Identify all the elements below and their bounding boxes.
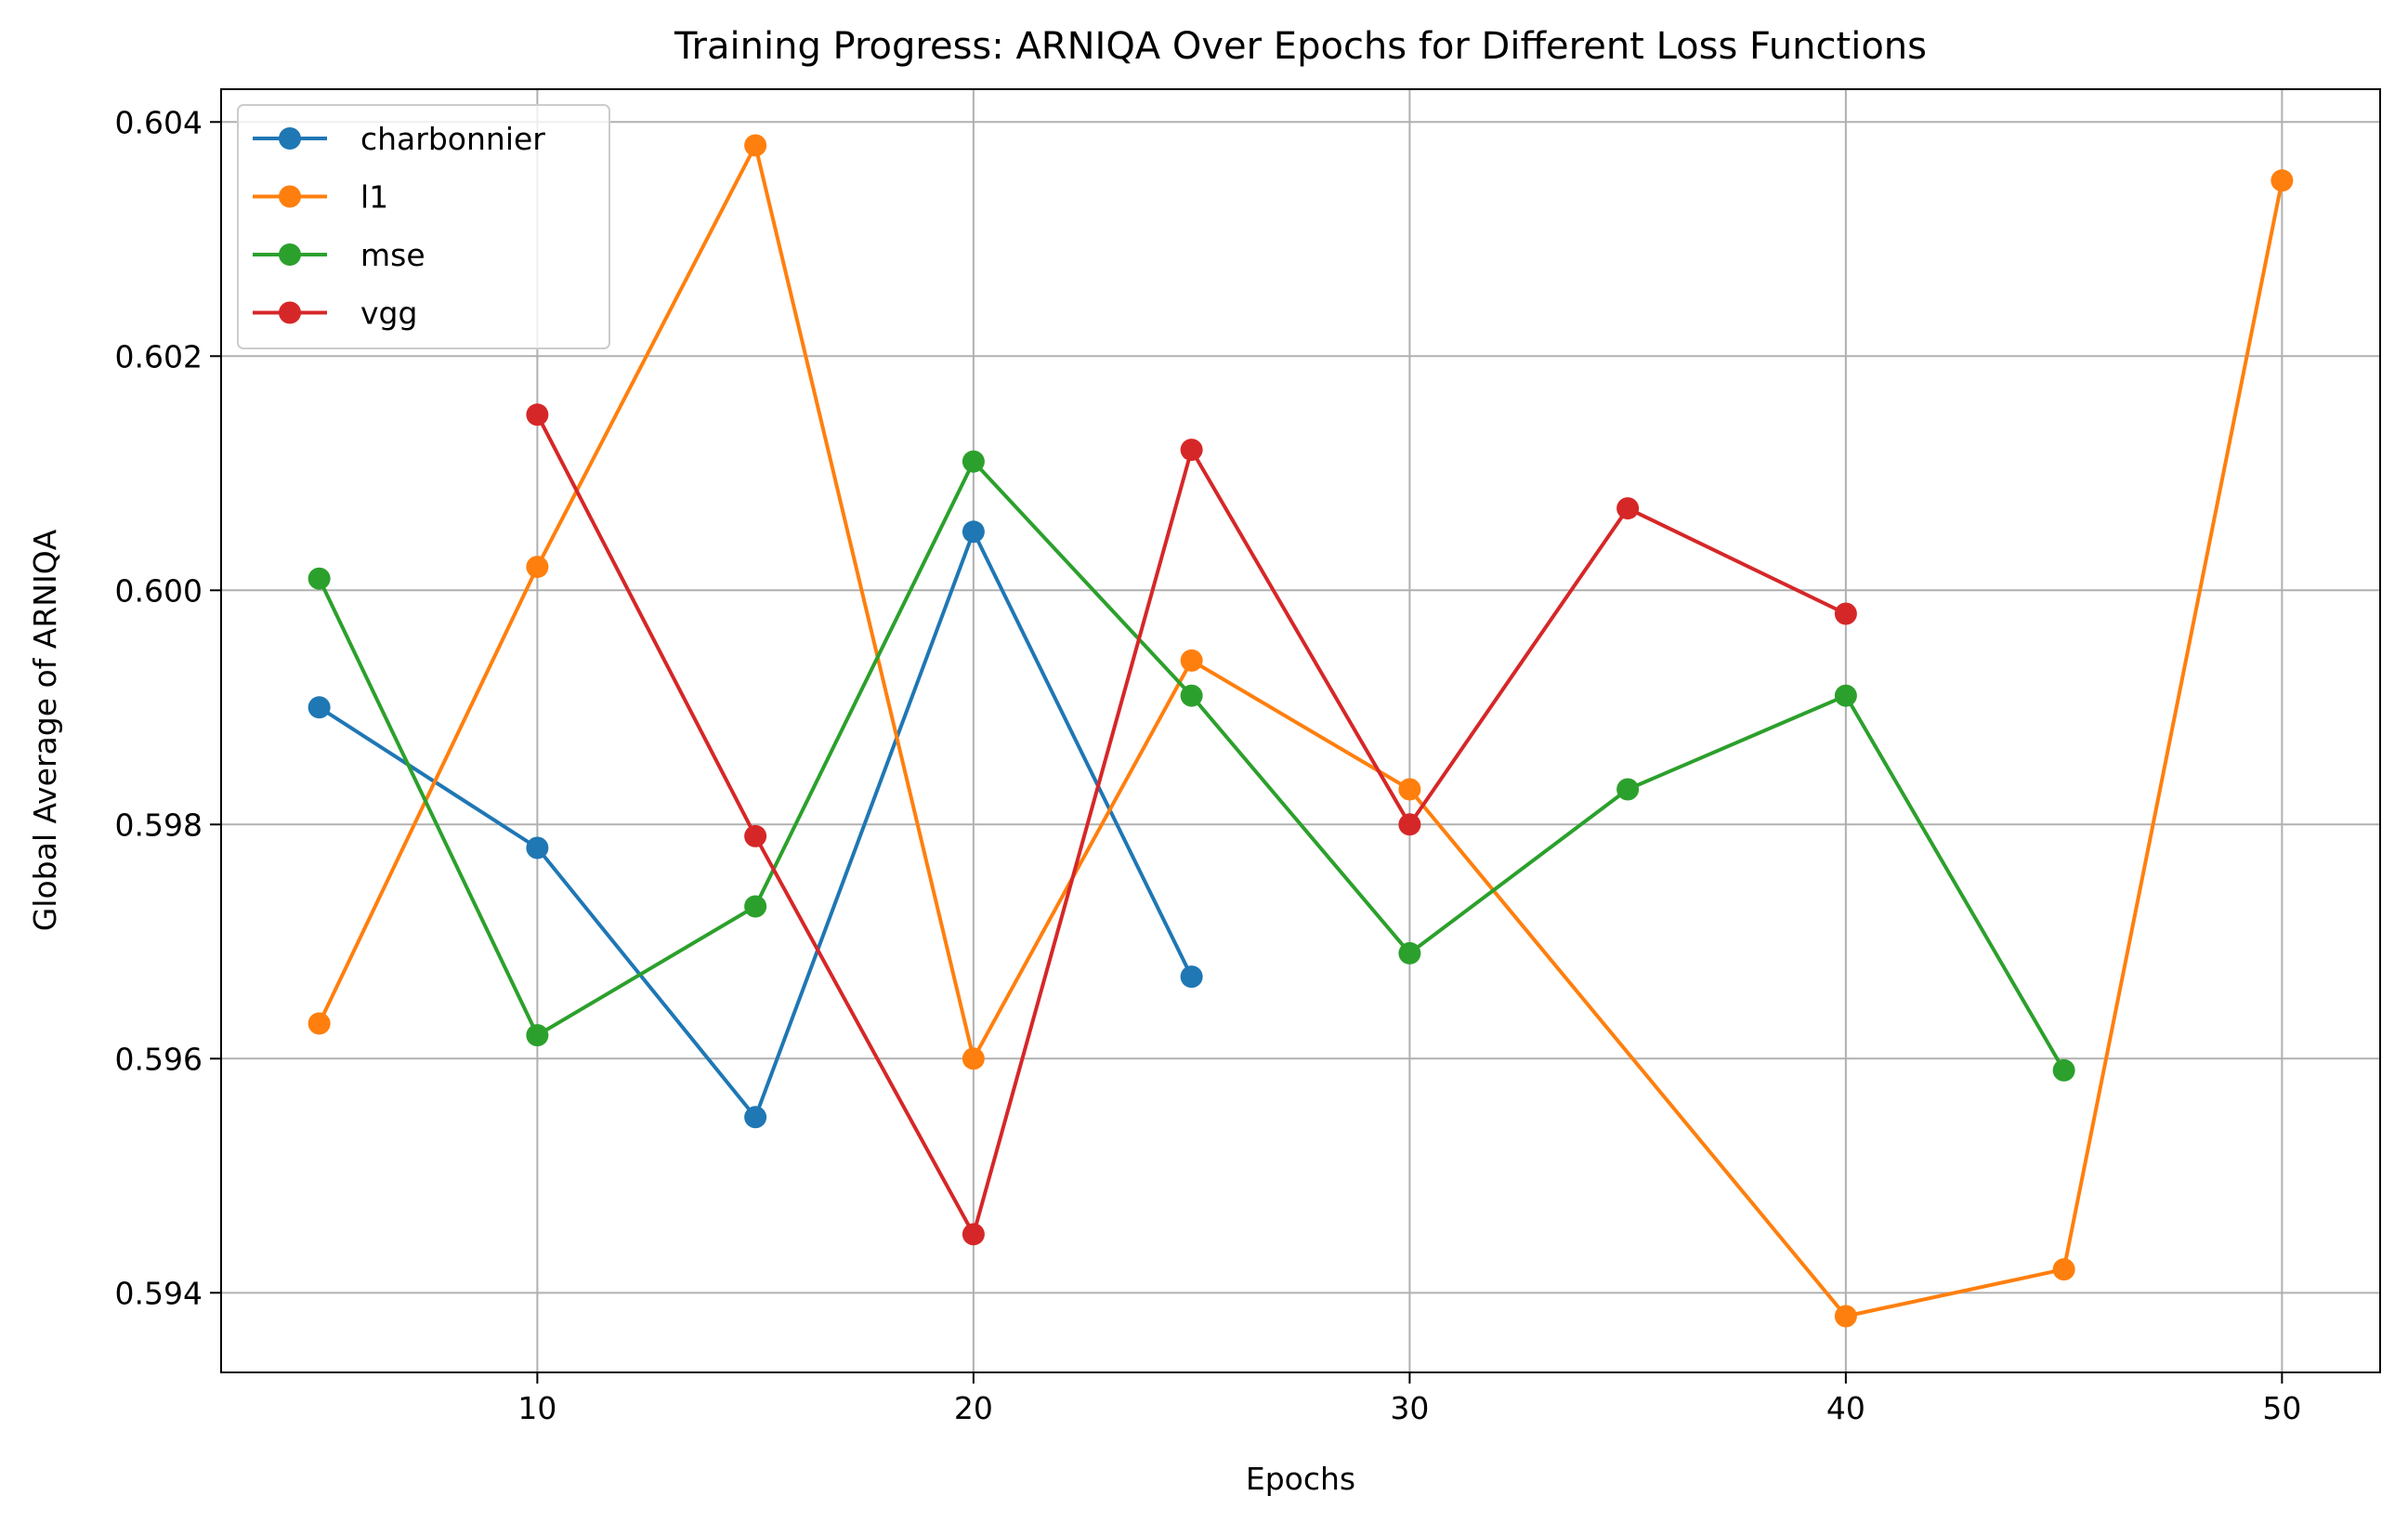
y-tick-label: 0.594 bbox=[115, 1275, 203, 1311]
x-tick-label: 10 bbox=[517, 1390, 556, 1426]
legend-label-mse: mse bbox=[360, 237, 425, 273]
x-tick-label: 30 bbox=[1390, 1390, 1429, 1426]
data-point-vgg bbox=[1834, 602, 1857, 625]
legend: charbonnier l1 mse vgg bbox=[237, 104, 610, 349]
data-point-l1 bbox=[1180, 649, 1203, 672]
data-point-l1 bbox=[1834, 1305, 1857, 1328]
series-l1 bbox=[308, 134, 2294, 1328]
legend-item-charbonnier: charbonnier bbox=[253, 121, 545, 157]
data-point-mse bbox=[526, 1024, 549, 1047]
legend-marker-charbonnier bbox=[279, 127, 301, 150]
data-point-l1 bbox=[744, 134, 767, 157]
data-point-l1 bbox=[1398, 778, 1421, 801]
data-point-charbonnier bbox=[962, 520, 985, 544]
x-axis-label: Epochs bbox=[1246, 1461, 1355, 1497]
chart-title: Training Progress: ARNIQA Over Epochs fo… bbox=[674, 25, 1927, 68]
y-tick-label: 0.596 bbox=[115, 1041, 203, 1077]
data-point-l1 bbox=[526, 556, 549, 579]
data-point-mse bbox=[962, 450, 985, 473]
data-point-charbonnier bbox=[1180, 965, 1203, 989]
data-point-mse bbox=[2052, 1058, 2075, 1082]
x-axis-ticks: 10 20 30 40 50 bbox=[517, 1372, 2301, 1426]
y-tick-label: 0.604 bbox=[115, 104, 203, 140]
y-axis-ticks: 0.594 0.596 0.598 0.600 0.602 0.604 bbox=[115, 104, 221, 1311]
y-tick-label: 0.600 bbox=[115, 572, 203, 609]
legend-label-charbonnier: charbonnier bbox=[360, 121, 545, 157]
data-point-charbonnier bbox=[526, 836, 549, 859]
y-tick-label: 0.602 bbox=[115, 338, 203, 374]
x-tick-label: 20 bbox=[954, 1390, 993, 1426]
data-point-l1 bbox=[2052, 1258, 2075, 1281]
data-point-vgg bbox=[1616, 497, 1640, 520]
data-point-l1 bbox=[2271, 169, 2294, 192]
legend-item-l1: l1 bbox=[253, 179, 388, 216]
data-point-vgg bbox=[962, 1223, 985, 1246]
data-point-vgg bbox=[1398, 813, 1421, 836]
series-vgg bbox=[526, 403, 1857, 1246]
series-charbonnier bbox=[308, 520, 1203, 1129]
legend-item-mse: mse bbox=[253, 237, 425, 273]
data-point-vgg bbox=[744, 824, 767, 847]
y-axis-label: Global Average of ARNIQA bbox=[27, 529, 63, 931]
data-point-mse bbox=[1834, 684, 1857, 707]
data-point-charbonnier bbox=[308, 696, 331, 719]
legend-label-l1: l1 bbox=[360, 179, 388, 216]
data-point-vgg bbox=[1180, 439, 1203, 462]
legend-marker-vgg bbox=[279, 301, 301, 324]
y-tick-label: 0.598 bbox=[115, 807, 203, 843]
x-tick-label: 50 bbox=[2262, 1390, 2301, 1426]
x-tick-label: 40 bbox=[1826, 1390, 1865, 1426]
series-group bbox=[308, 134, 2294, 1328]
data-point-mse bbox=[1616, 778, 1640, 801]
series-mse bbox=[308, 450, 2075, 1082]
legend-marker-mse bbox=[279, 243, 301, 266]
legend-label-vgg: vgg bbox=[360, 295, 417, 332]
data-point-vgg bbox=[526, 403, 549, 426]
grid bbox=[221, 89, 2380, 1372]
plot-area-frame bbox=[220, 88, 2381, 1373]
data-point-mse bbox=[1398, 941, 1421, 964]
legend-box bbox=[237, 104, 610, 349]
data-point-mse bbox=[308, 567, 331, 590]
data-point-l1 bbox=[308, 1012, 331, 1035]
data-point-l1 bbox=[962, 1047, 985, 1070]
legend-item-vgg: vgg bbox=[253, 295, 417, 332]
data-point-mse bbox=[744, 895, 767, 918]
legend-marker-l1 bbox=[279, 185, 301, 208]
data-point-mse bbox=[1180, 684, 1203, 707]
data-point-charbonnier bbox=[744, 1106, 767, 1129]
